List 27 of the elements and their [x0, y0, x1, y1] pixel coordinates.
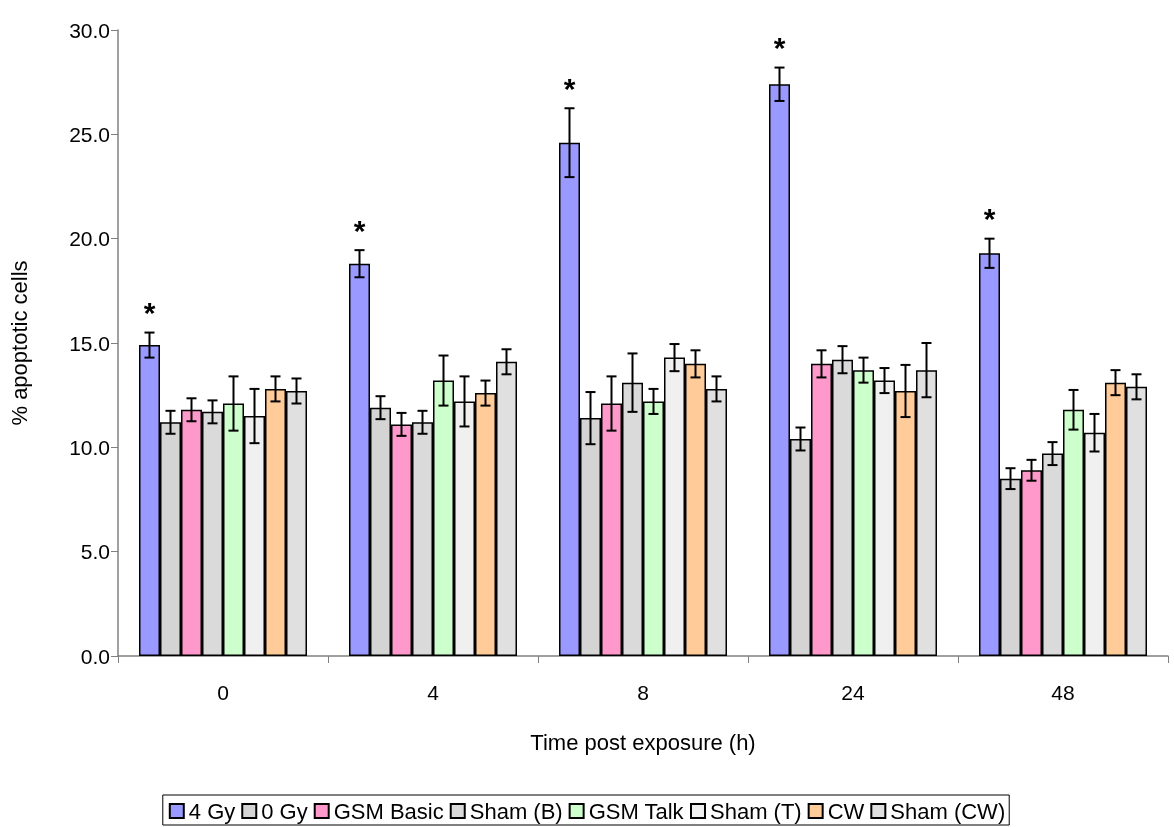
annotation: *: [353, 213, 366, 247]
legend-label: 4 Gy: [188, 798, 236, 824]
y-tick-label: 0.0: [80, 644, 110, 668]
y-tick-label: 15.0: [69, 331, 110, 355]
y-tick-label: 5.0: [80, 540, 110, 564]
y-tick-label: 30.0: [69, 18, 110, 42]
legend-label: GSM Basic: [333, 798, 444, 824]
x-tick-label: 8: [637, 681, 649, 704]
legend-label: Sham (T): [709, 798, 802, 824]
y-tick-label: 10.0: [69, 435, 110, 459]
y-axis-title: % apoptotic cells: [6, 260, 32, 426]
annotation: *: [773, 31, 786, 65]
x-axis-title: Time post exposure (h): [530, 729, 756, 755]
annotation: *: [983, 202, 996, 236]
x-tick-label: 0: [217, 681, 229, 704]
legend-label: Sham (CW): [890, 798, 1006, 824]
annotation: *: [563, 71, 576, 105]
legend-label: CW: [827, 798, 865, 824]
annotation: *: [143, 296, 156, 330]
x-tick-label: 48: [1051, 681, 1075, 704]
y-tick-label: 25.0: [69, 122, 110, 146]
x-tick-label: 24: [841, 681, 865, 704]
legend-label: Sham (B): [469, 798, 563, 824]
x-tick-label: 4: [427, 681, 440, 704]
y-tick-label: 20.0: [69, 227, 110, 251]
legend-label: GSM Talk: [588, 798, 685, 824]
legend-label: 0 Gy: [261, 798, 308, 824]
